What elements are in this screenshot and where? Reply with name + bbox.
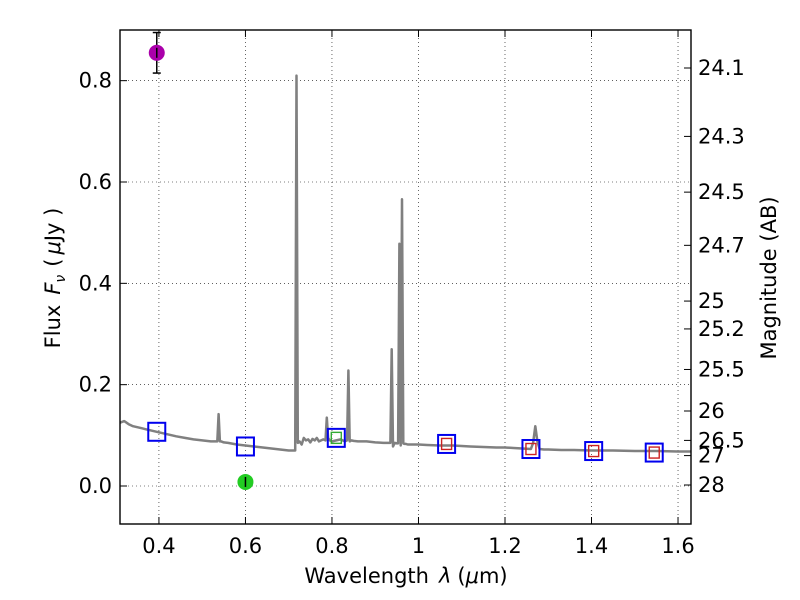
x-tick-label: 0.4 xyxy=(142,534,175,558)
x-tick-label: 0.6 xyxy=(229,534,262,558)
limit-square xyxy=(440,437,453,451)
y-tick-label: 0.4 xyxy=(79,271,112,295)
y2-tick-label: 24.3 xyxy=(698,124,745,148)
photometry-square xyxy=(437,433,457,454)
tick-layer: 0.4 0.6 0.8 1 1.2 1.4 1.60.00.20.40.60.8282726… xyxy=(79,30,745,558)
photometry-square xyxy=(644,442,664,463)
limit-square xyxy=(648,446,660,459)
y-tick-label: 0.0 xyxy=(79,474,112,498)
marker-layer xyxy=(147,31,664,490)
photometry-square xyxy=(521,439,541,460)
y2-tick-label: 26.5 xyxy=(698,428,745,452)
limit-square xyxy=(525,442,537,456)
limit-square xyxy=(330,431,342,445)
photometry-square xyxy=(584,441,604,462)
y2-tick-label: 28 xyxy=(698,473,725,497)
photometry-square xyxy=(326,427,346,448)
y2-tick-label: 25 xyxy=(698,289,725,313)
y-tick-label: 0.6 xyxy=(79,170,112,194)
y2-tick-label: 24.1 xyxy=(698,56,745,80)
x-tick-label: 1.6 xyxy=(661,534,694,558)
x-axis-title: Wavelength λ (μm) xyxy=(304,564,507,588)
plot-frame xyxy=(119,29,692,525)
y2-axis-title: Magnitude (AB) xyxy=(757,196,781,359)
limit-square xyxy=(587,444,600,458)
y-tick-label: 0.2 xyxy=(79,373,112,397)
x-tick-label: 1.2 xyxy=(488,534,521,558)
y-tick-label: 0.8 xyxy=(79,69,112,93)
y2-tick-label: 24.7 xyxy=(698,233,745,257)
y2-tick-label: 25.5 xyxy=(698,357,745,381)
y2-tick-label: 27 xyxy=(698,444,725,468)
spectrum-line xyxy=(119,74,691,453)
photometry-square xyxy=(147,421,167,442)
x-tick-label: 0.8 xyxy=(315,534,348,558)
spectrum-layer xyxy=(119,74,691,453)
y2-tick-label: 26 xyxy=(698,399,725,423)
y2-tick-label: 25.2 xyxy=(698,317,745,341)
y2-tick-label: 24.5 xyxy=(698,180,745,204)
x-tick-label: 1 xyxy=(412,534,425,558)
photometry-square xyxy=(235,436,255,457)
y-axis-title: FluxFν(μJy ) xyxy=(41,208,69,349)
x-tick-label: 1.4 xyxy=(575,534,608,558)
